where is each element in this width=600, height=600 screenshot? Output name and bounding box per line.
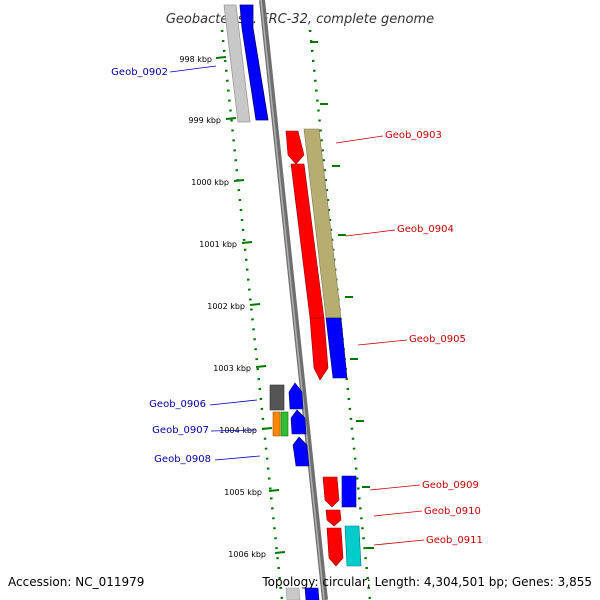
gene-0906-leader [209,399,258,406]
accession-text: Accession: NC_011979 [8,575,144,589]
gene-0903-leader [335,135,384,144]
gene-0906-cds-arrow[interactable] [288,382,304,410]
gene-0909-leader [369,484,421,491]
tick-mark [249,303,261,306]
gene-0907-label[interactable]: Geob_0907 [152,425,209,436]
tick-label: 1006 kbp [228,550,266,559]
tick-mark [268,489,280,492]
next-feature-cds-arrow[interactable] [304,587,320,600]
gene-0910-label[interactable]: Geob_0910 [424,506,481,517]
gene-0911-annotation-block [344,525,362,567]
tick-mark [241,241,253,244]
gene-0909-cds-arrow[interactable] [322,476,340,508]
next-feature-annotation-block [285,587,301,600]
genome-backbone-highlight [260,0,325,600]
tick-label: 998 kbp [179,55,212,64]
gene-0906-label[interactable]: Geob_0906 [149,399,206,410]
gene-0907-cds-arrow[interactable] [290,409,307,435]
gene-0905-leader [357,339,408,346]
gene-0906-annotation-block [269,384,285,411]
map-title: Geobacter sp. FRC-32, complete genome [166,12,434,27]
gene-0904-label[interactable]: Geob_0904 [397,224,454,235]
tick-mark [274,551,286,554]
genome-backbone [259,0,328,600]
gene-0908-label[interactable]: Geob_0908 [154,454,211,465]
gene-0902-annotation-block [223,4,251,123]
tick-mark [233,179,245,182]
gene-0907-annotation-green [280,411,289,437]
topology-text: Topology: circular; Length: 4,304,501 bp… [261,575,592,589]
gene-0911-label[interactable]: Geob_0911 [426,535,483,546]
gene-0905-annotation-block [325,317,348,379]
gene-0905-cds-arrow[interactable] [309,317,329,381]
gene-0910-cds-arrow[interactable] [325,509,342,527]
gene-0907-leader [210,429,257,432]
gene-0908-leader [214,455,261,461]
tick-label: 1003 kbp [213,364,251,373]
tick-label: 1000 kbp [191,178,229,187]
gene-0902-cds-arrow[interactable] [239,4,269,121]
gene-0911-leader [373,539,425,546]
gene-0904-leader [345,229,396,237]
tick-mark [225,117,237,120]
gene-0905-label[interactable]: Geob_0905 [409,334,466,345]
tick-mark [261,427,273,430]
gene-0902-leader [169,65,217,73]
gene-0902-label[interactable]: Geob_0902 [111,67,168,78]
gene-0909-label[interactable]: Geob_0909 [422,480,479,491]
gene-0903-label[interactable]: Geob_0903 [385,130,442,141]
tick-mark [255,365,267,368]
tick-label: 1002 kbp [207,302,245,311]
gene-0908-cds-arrow[interactable] [292,436,310,467]
gene-0903-cds-arrow[interactable] [285,130,305,165]
tick-label: 999 kbp [188,116,221,125]
gene-0911-cds-arrow[interactable] [326,527,344,567]
tick-mark [215,56,227,59]
gene-0909-annotation-block [341,475,357,508]
gene-0910-leader [373,510,423,517]
gene-0907-annotation-orange [272,411,281,437]
tick-label: 1005 kbp [224,488,262,497]
tick-label: 1001 kbp [199,240,237,249]
